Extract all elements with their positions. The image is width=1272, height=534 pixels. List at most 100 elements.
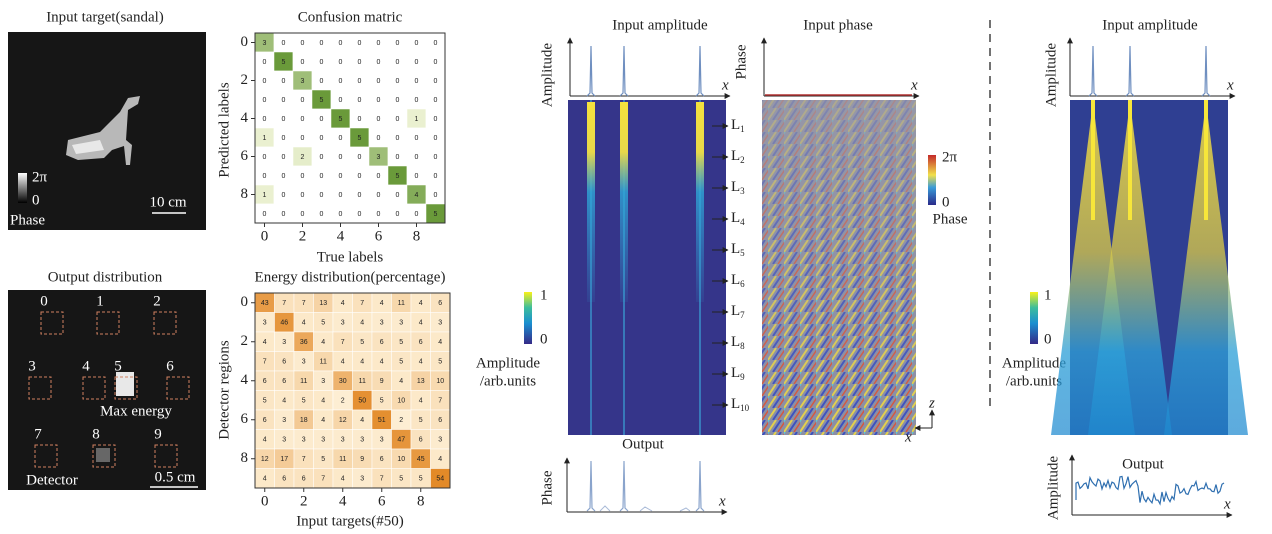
cell-label: 5 xyxy=(399,339,403,346)
cell-label: 3 xyxy=(360,437,364,444)
beam xyxy=(1091,100,1095,220)
layer-label: L7 xyxy=(731,303,745,320)
cell-label: 0 xyxy=(358,154,362,161)
panel-title: Energy distribution(percentage) xyxy=(255,269,446,285)
cell-label: 13 xyxy=(319,300,327,307)
cell-label: 5 xyxy=(263,398,267,405)
cell-label: 5 xyxy=(358,135,362,142)
colorbar-label: /arb.units xyxy=(1006,373,1062,389)
layer-index: 1 xyxy=(740,124,745,134)
cell-label: 3 xyxy=(380,437,384,444)
region-label: 9 xyxy=(154,426,162,442)
cell-label: 3 xyxy=(321,378,325,385)
layer-letter: L xyxy=(731,117,740,133)
profile-peak xyxy=(586,45,596,97)
x-tick-label: 6 xyxy=(375,228,383,244)
cell-label: 0 xyxy=(434,40,438,47)
cell-label: 0 xyxy=(282,154,286,161)
cell-label: 13 xyxy=(417,378,425,385)
scale-label: 0.5 cm xyxy=(155,469,196,485)
cell-label: 6 xyxy=(263,378,267,385)
matrix-frame xyxy=(254,32,446,224)
profile-peak xyxy=(619,45,629,97)
cell-label: 5 xyxy=(321,320,325,327)
cell-label: 0 xyxy=(415,40,419,47)
layer-letter: L xyxy=(731,334,740,350)
panel-title: Output xyxy=(622,436,665,452)
colorbar-max: 1 xyxy=(1044,287,1052,303)
beam xyxy=(587,102,595,302)
profile-peak xyxy=(1201,45,1211,97)
cell-label: 7 xyxy=(302,300,306,307)
cell-label: 4 xyxy=(341,476,345,483)
cell-label: 0 xyxy=(282,135,286,142)
cell-label: 46 xyxy=(280,320,288,327)
cell-label: 50 xyxy=(358,398,366,405)
region-label: 6 xyxy=(166,358,174,374)
cell-label: 0 xyxy=(320,135,324,142)
axis-label: x xyxy=(904,429,912,445)
cell-label: 0 xyxy=(396,40,400,47)
layer-label: L8 xyxy=(731,334,745,351)
layer-index: 8 xyxy=(740,341,745,351)
panel-title: Output distribution xyxy=(48,269,163,285)
cell-label: 0 xyxy=(339,40,343,47)
detector-region xyxy=(92,444,116,468)
detector-region xyxy=(114,376,138,400)
cell-label: 4 xyxy=(263,476,267,483)
layer-label: L1 xyxy=(731,117,745,134)
x-tick-label: 2 xyxy=(300,493,308,509)
cell-label: 6 xyxy=(282,378,286,385)
detector-region xyxy=(82,376,106,400)
region-label: 4 xyxy=(82,358,90,374)
layer-index: 2 xyxy=(740,155,745,165)
cell-label: 10 xyxy=(397,398,405,405)
cell-label: 0 xyxy=(339,173,343,180)
cell-label: 0 xyxy=(377,40,381,47)
cell-label: 0 xyxy=(415,59,419,66)
cell-label: 4 xyxy=(341,359,345,366)
cell-label: 0 xyxy=(377,192,381,199)
scale-label: 10 cm xyxy=(149,194,186,210)
layer-letter: L xyxy=(731,210,740,226)
cell-label: 0 xyxy=(263,173,267,180)
region-label: 8 xyxy=(92,426,100,442)
cell-label: 0 xyxy=(415,78,419,85)
layer-label: L6 xyxy=(731,272,745,289)
cell-label: 0 xyxy=(282,116,286,123)
cell-label: 3 xyxy=(282,339,286,346)
cell-label: 0 xyxy=(434,173,438,180)
cell-label: 11 xyxy=(398,300,405,307)
cell-label: 0 xyxy=(282,173,286,180)
region-label: 1 xyxy=(96,293,104,309)
output-profile xyxy=(1075,475,1225,506)
x-tick-label: 2 xyxy=(299,228,307,244)
cell-label: 6 xyxy=(282,476,286,483)
y-axis-label: Predicted labels xyxy=(216,82,232,178)
cell-label: 0 xyxy=(263,116,267,123)
cell-label: 7 xyxy=(263,359,267,366)
cell-label: 4 xyxy=(438,339,442,346)
cell-label: 0 xyxy=(396,116,400,123)
cell-label: 4 xyxy=(263,437,267,444)
panel-title: Input target(sandal) xyxy=(46,9,164,25)
cell-label: 18 xyxy=(300,417,308,424)
cell-label: 4 xyxy=(263,339,267,346)
layer-letter: L xyxy=(731,396,740,412)
cell-label: 0 xyxy=(434,192,438,199)
cell-label: 3 xyxy=(341,437,345,444)
x-tick-label: 0 xyxy=(261,493,269,509)
cell-label: 3 xyxy=(282,437,286,444)
region-label: 2 xyxy=(153,293,161,309)
layer-index: 6 xyxy=(740,279,745,289)
cell-label: 0 xyxy=(396,59,400,66)
cell-label: 7 xyxy=(360,300,364,307)
profile-peak xyxy=(586,460,596,512)
cell-label: 0 xyxy=(301,116,305,123)
cell-label: 0 xyxy=(377,78,381,85)
beam-cone xyxy=(1088,102,1172,435)
layer-label: L3 xyxy=(731,179,745,196)
layer-label: L2 xyxy=(731,148,745,165)
cell-label: 3 xyxy=(263,320,267,327)
